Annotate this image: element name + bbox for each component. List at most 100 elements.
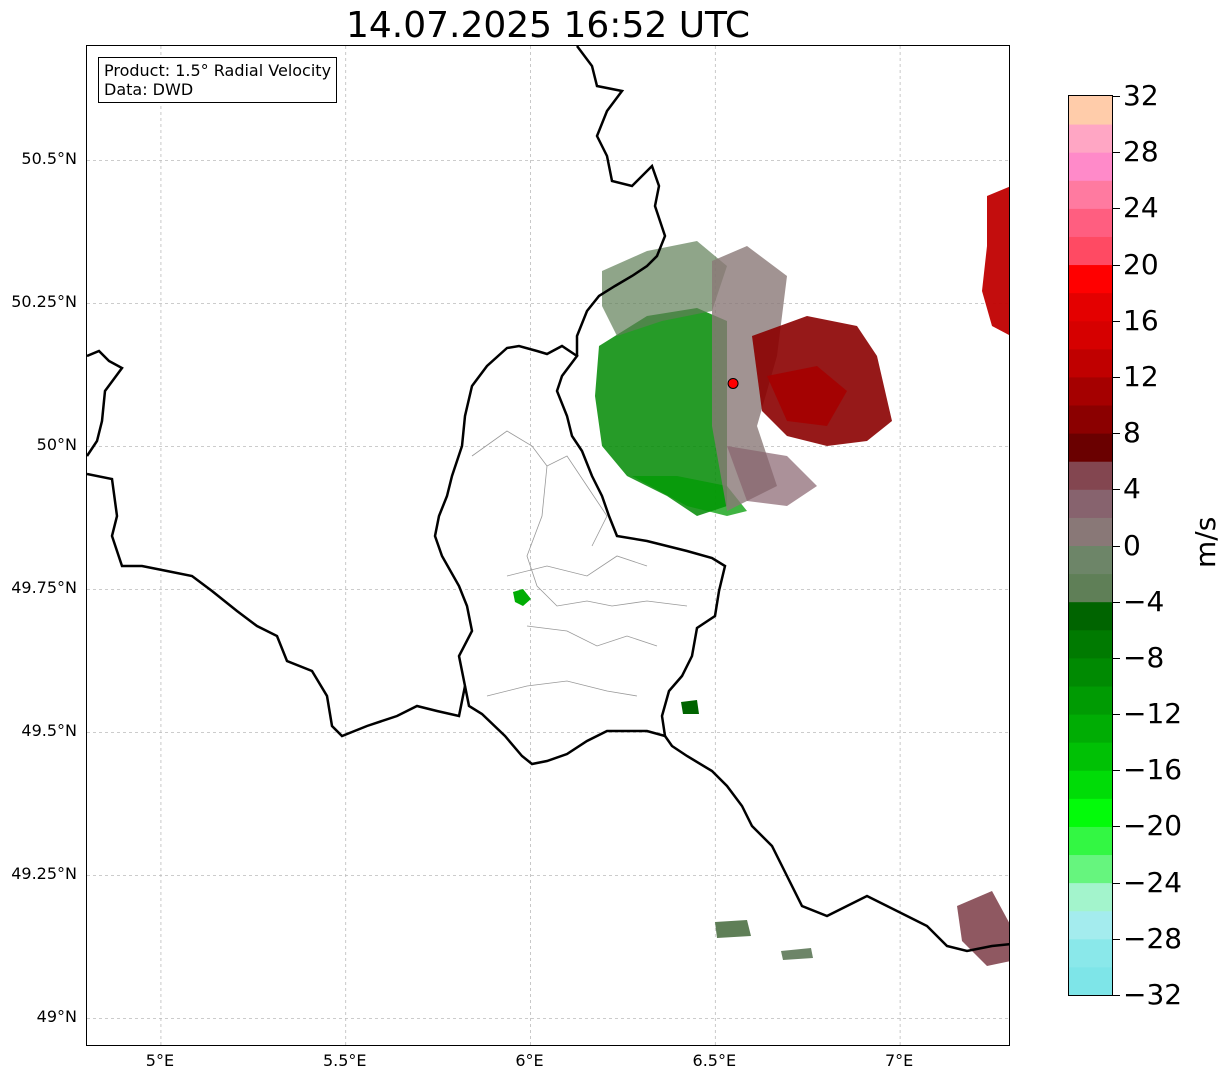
colorbar-tick-label: −16	[1123, 753, 1183, 787]
info-data-source: Data: DWD	[104, 80, 194, 99]
colorbar-tick-label: 32	[1123, 79, 1159, 112]
colorbar-tick-label: −12	[1123, 697, 1183, 731]
map-plot-area[interactable]: Product: 1.5° Radial Velocity Data: DWD	[86, 45, 1010, 1046]
colorbar-swatch	[1069, 292, 1112, 322]
colorbar-tick-mark	[1113, 264, 1120, 266]
colorbar-tick-label: −8	[1123, 640, 1165, 674]
lat-tick-label: 50.25°N	[11, 292, 77, 312]
colorbar-tick-mark	[1113, 545, 1120, 547]
colorbar-tick-label: −28	[1123, 921, 1183, 955]
colorbar-swatch	[1069, 320, 1112, 350]
colorbar-tick-mark	[1113, 770, 1120, 772]
echo-green-south	[632, 476, 747, 516]
gridlines	[87, 46, 1009, 1045]
colorbar-tick-label: 28	[1123, 135, 1159, 169]
colorbar-tick-label: −20	[1123, 809, 1183, 843]
echo-small-center	[681, 700, 699, 714]
info-box: Product: 1.5° Radial Velocity Data: DWD	[98, 57, 338, 103]
radar-site-marker[interactable]	[727, 377, 739, 389]
colorbar-tick-label: 24	[1123, 191, 1159, 225]
lat-tick-label: 49.5°N	[21, 721, 77, 741]
colorbar-swatch	[1069, 208, 1112, 237]
lon-tick-label: 6.5°E	[692, 1051, 737, 1070]
colorbar-swatch	[1069, 461, 1112, 490]
echo-green-core	[595, 308, 727, 516]
colorbar-swatch	[1069, 854, 1112, 884]
info-product: Product: 1.5° Radial Velocity	[104, 61, 332, 80]
colorbar-swatch	[1069, 405, 1112, 434]
border-france-germany-west	[87, 349, 124, 457]
velocity-colorbar	[1068, 95, 1113, 996]
colorbar-swatch	[1069, 657, 1112, 687]
colorbar-tick-label: −24	[1123, 865, 1183, 899]
colorbar-swatch	[1069, 545, 1112, 575]
colorbar-swatch	[1069, 714, 1112, 743]
map-title: 14.07.2025 16:52 UTC	[345, 5, 751, 46]
country-borders	[87, 46, 1009, 953]
colorbar-swatch	[1069, 152, 1112, 181]
colorbar-tick-mark	[1113, 826, 1120, 828]
colorbar-swatch	[1069, 685, 1112, 715]
lat-tick-label: 49.25°N	[11, 864, 77, 884]
colorbar-tick-label: −32	[1123, 978, 1183, 1011]
lat-tick-label: 49°N	[36, 1007, 77, 1027]
colorbar-swatch	[1069, 489, 1112, 518]
colorbar-swatch	[1069, 236, 1112, 266]
lon-tick-label: 5.5°E	[322, 1051, 367, 1070]
colorbar-swatch	[1069, 629, 1112, 659]
colorbar-swatch	[1069, 770, 1112, 799]
border-luxembourg	[433, 344, 727, 766]
colorbar-tick-mark	[1113, 657, 1120, 659]
colorbar-tick-mark	[1113, 320, 1120, 322]
echo-green-outer	[602, 241, 727, 336]
lat-tick-label: 49.75°N	[11, 578, 77, 598]
colorbar-tick-mark	[1113, 152, 1120, 154]
colorbar-swatch	[1069, 910, 1112, 940]
colorbar-tick-label: 20	[1123, 247, 1159, 281]
colorbar-tick-mark	[1113, 489, 1120, 491]
colorbar-swatches	[1069, 96, 1112, 995]
echo-small-south-1	[715, 920, 751, 938]
echo-southeast	[957, 891, 1009, 966]
echo-zero-band	[712, 246, 787, 511]
colorbar-tick-mark	[1113, 601, 1120, 603]
colorbar-tick-label: 0	[1123, 528, 1141, 562]
colorbar-tick-mark	[1113, 96, 1120, 97]
colorbar-swatch	[1069, 826, 1112, 856]
colorbar-tick-label: 4	[1123, 472, 1141, 506]
colorbar-tick-mark	[1113, 995, 1120, 996]
colorbar-swatch	[1069, 433, 1112, 462]
radar-map	[87, 46, 1009, 1045]
lat-tick-label: 50°N	[36, 435, 77, 455]
colorbar-swatch	[1069, 124, 1112, 153]
lon-tick-label: 6°E	[515, 1051, 544, 1070]
echo-small-west	[513, 589, 531, 606]
lat-tick-label: 50.5°N	[21, 149, 77, 169]
echo-east-edge	[982, 186, 1009, 335]
lon-tick-label: 5°E	[145, 1051, 175, 1070]
colorbar-swatch	[1069, 742, 1112, 771]
colorbar-tick-label: 8	[1123, 416, 1141, 450]
echo-mauve-south	[727, 446, 817, 506]
border-belgium-france	[87, 472, 467, 738]
colorbar-tick-mark	[1113, 376, 1120, 378]
colorbar-swatch	[1069, 882, 1112, 912]
colorbar-swatch	[1069, 601, 1112, 631]
colorbar-swatch	[1069, 798, 1112, 827]
colorbar-tick-label: 12	[1123, 359, 1159, 393]
colorbar-tick-label: 16	[1123, 303, 1159, 337]
colorbar-swatch	[1069, 348, 1112, 378]
colorbar-swatch	[1069, 96, 1112, 125]
colorbar-swatch	[1069, 517, 1112, 546]
colorbar-tick-label: −4	[1123, 584, 1165, 618]
echo-red-dark	[767, 366, 847, 426]
colorbar-swatch	[1069, 376, 1112, 406]
colorbar-unit-label: m/s	[1189, 516, 1222, 568]
colorbar-tick-mark	[1113, 433, 1120, 435]
colorbar-tick-mark	[1113, 208, 1120, 210]
colorbar-tick-mark	[1113, 882, 1120, 884]
border-germany-france	[663, 735, 1009, 953]
echo-small-south-2	[781, 948, 813, 960]
colorbar-tick-mark	[1113, 938, 1120, 940]
colorbar-swatch	[1069, 264, 1112, 294]
